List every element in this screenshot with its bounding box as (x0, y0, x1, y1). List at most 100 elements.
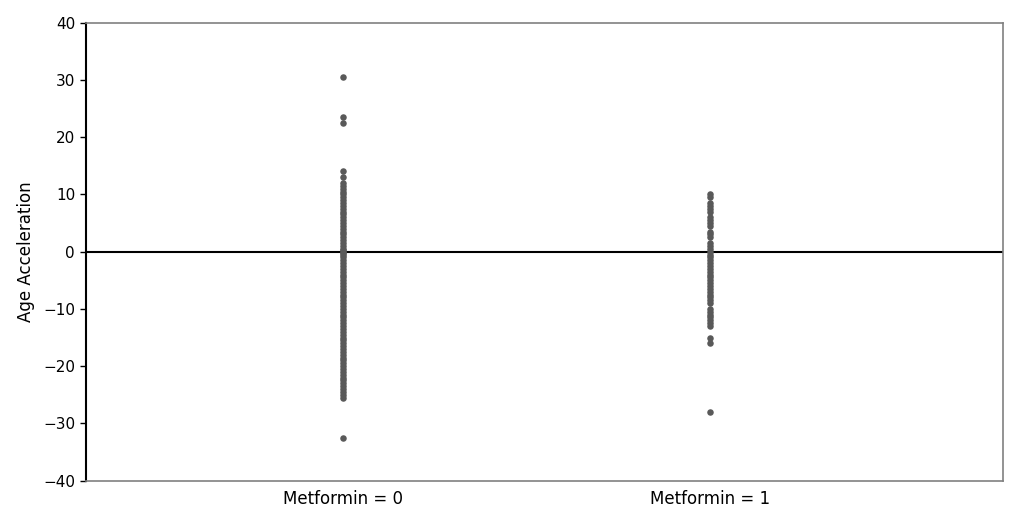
Point (334, 290, 351, 299)
Point (334, 391, 351, 399)
Point (334, 242, 351, 250)
Point (701, 207, 717, 216)
Point (701, 339, 717, 348)
Point (334, 256, 351, 265)
Point (334, 322, 351, 330)
Point (334, 213, 351, 222)
Point (701, 222, 717, 230)
Point (334, 276, 351, 285)
Y-axis label: Age Acceleration: Age Acceleration (16, 181, 35, 322)
Point (334, 302, 351, 310)
Point (334, 193, 351, 202)
Point (334, 113, 351, 121)
Point (334, 371, 351, 379)
Point (701, 270, 717, 279)
Point (334, 362, 351, 370)
Point (701, 285, 717, 293)
Point (334, 304, 351, 313)
Point (334, 434, 351, 442)
Point (334, 265, 351, 273)
Point (334, 173, 351, 182)
Point (334, 250, 351, 259)
Point (334, 379, 351, 387)
Point (334, 182, 351, 190)
Point (334, 190, 351, 198)
Point (701, 219, 717, 227)
Point (701, 239, 717, 247)
Point (334, 236, 351, 245)
Point (334, 245, 351, 253)
Point (334, 342, 351, 350)
Point (701, 333, 717, 342)
Point (334, 393, 351, 402)
Point (334, 196, 351, 204)
Point (334, 385, 351, 393)
Point (334, 353, 351, 362)
Point (701, 299, 717, 307)
Point (334, 328, 351, 336)
Point (334, 365, 351, 373)
Point (334, 356, 351, 364)
Point (701, 282, 717, 290)
Point (334, 222, 351, 230)
Point (334, 316, 351, 324)
Point (334, 247, 351, 256)
Point (334, 308, 351, 316)
Point (701, 290, 717, 299)
Point (701, 259, 717, 267)
Point (701, 250, 717, 259)
Point (334, 373, 351, 382)
Point (334, 279, 351, 287)
Point (334, 233, 351, 242)
Point (334, 310, 351, 319)
Point (334, 313, 351, 322)
Point (334, 299, 351, 307)
Point (701, 193, 717, 202)
Point (701, 262, 717, 270)
Point (334, 293, 351, 302)
Point (701, 253, 717, 261)
Point (334, 207, 351, 216)
Point (701, 273, 717, 281)
Point (334, 184, 351, 193)
Point (701, 288, 717, 296)
Point (334, 205, 351, 213)
Point (701, 205, 717, 213)
Point (701, 304, 717, 313)
Point (701, 199, 717, 207)
Point (334, 167, 351, 176)
Point (334, 382, 351, 391)
Point (701, 322, 717, 330)
Point (334, 267, 351, 276)
Point (334, 199, 351, 207)
Point (334, 239, 351, 247)
Point (334, 273, 351, 281)
Point (334, 387, 351, 396)
Point (334, 227, 351, 236)
Point (334, 249, 351, 258)
Point (334, 333, 351, 342)
Point (334, 262, 351, 270)
Point (701, 190, 717, 198)
Point (334, 225, 351, 233)
Point (334, 376, 351, 385)
Point (334, 202, 351, 210)
Point (701, 293, 717, 302)
Point (334, 288, 351, 296)
Point (334, 187, 351, 196)
Point (701, 247, 717, 256)
Point (701, 265, 717, 273)
Point (334, 216, 351, 224)
Point (334, 368, 351, 376)
Point (701, 233, 717, 242)
Point (334, 351, 351, 359)
Point (701, 256, 717, 265)
Point (701, 276, 717, 285)
Point (701, 279, 717, 287)
Point (701, 245, 717, 253)
Point (334, 219, 351, 227)
Point (701, 227, 717, 236)
Point (701, 308, 717, 316)
Point (334, 348, 351, 356)
Point (334, 119, 351, 127)
